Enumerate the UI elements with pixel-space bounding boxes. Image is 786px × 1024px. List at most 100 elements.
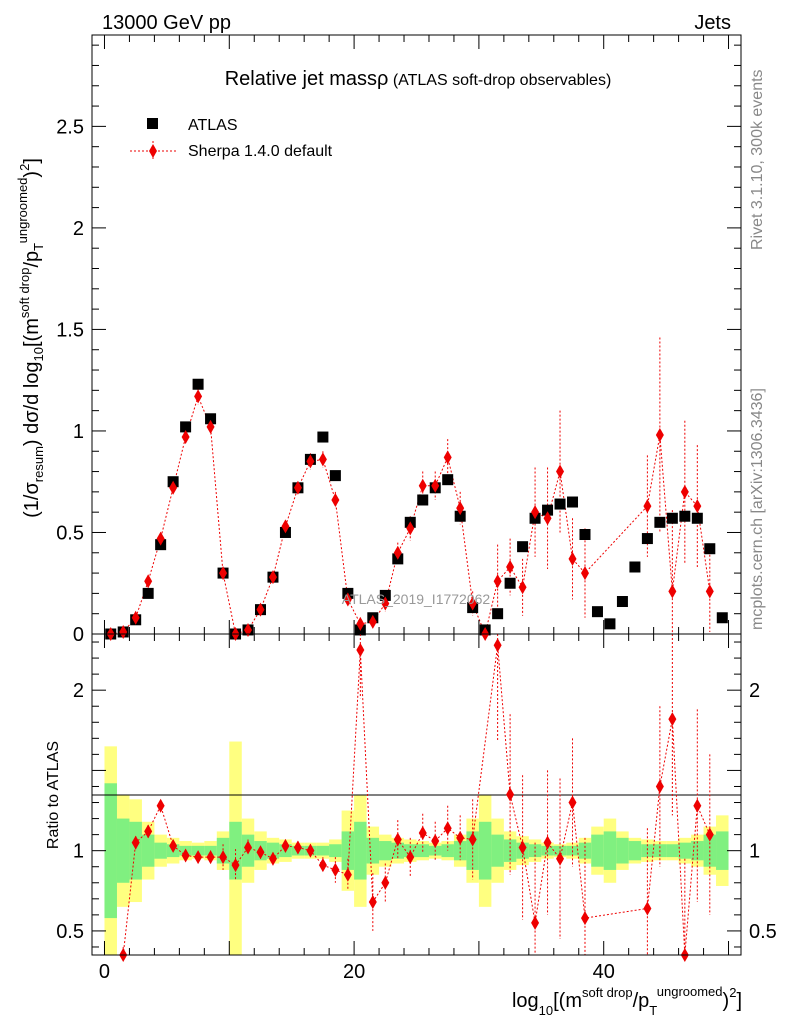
sherpa-point: [194, 389, 203, 404]
ratio-point: [406, 850, 415, 865]
ratio-point: [643, 901, 652, 916]
ratio-point: [443, 821, 452, 836]
atlas-point: [679, 510, 691, 522]
ratio-point: [518, 840, 527, 855]
atlas-point: [379, 589, 391, 601]
ratio-point: [556, 851, 565, 866]
ratio-band-inner: [591, 834, 604, 867]
sherpa-point: [169, 480, 178, 495]
sherpa-point: [456, 501, 465, 516]
ratio-band-inner: [154, 842, 167, 859]
sherpa-point: [343, 592, 352, 607]
ratio-point: [268, 851, 277, 866]
sherpa-point: [531, 505, 540, 520]
ratio-y-ticks: 0.5 0.5 1 1 2 2: [56, 641, 777, 948]
sherpa-point: [156, 531, 165, 546]
atlas-point: [604, 618, 616, 630]
sherpa-point: [580, 566, 589, 581]
ratio-y-tick-label: 2: [73, 680, 84, 702]
sherpa-point: [393, 545, 402, 560]
ratio-point: [506, 787, 515, 802]
ratio-band-inner: [491, 834, 504, 867]
atlas-point: [704, 543, 716, 555]
ratio-x-ticks: 0 20 40: [99, 634, 730, 983]
ratio-point: [493, 638, 502, 653]
ratio-band-inner: [716, 831, 729, 870]
sherpa-point: [268, 570, 277, 585]
main-y-tick-label: 1.5: [56, 319, 84, 341]
ratio-y-axis-label: Ratio to ATLAS: [45, 741, 62, 849]
sherpa-point: [244, 622, 253, 637]
legend-atlas-marker: [147, 118, 158, 129]
header-energy-label: 13000 GeV pp: [102, 12, 231, 34]
ratio-point: [543, 835, 552, 850]
sherpa-point: [468, 596, 477, 611]
main-y-tick-label: 1: [73, 421, 84, 443]
atlas-point: [616, 596, 628, 608]
ratio-band-inner: [104, 783, 117, 919]
atlas-point: [192, 378, 204, 390]
ratio-point: [456, 830, 465, 845]
ratio-band-inner: [391, 842, 405, 859]
ratio-point: [668, 712, 677, 727]
sherpa-point: [705, 584, 714, 599]
ratio-band-inner: [453, 841, 467, 861]
atlas-point: [317, 431, 329, 443]
ratio-band-inner: [329, 844, 342, 858]
sherpa-point: [306, 454, 315, 469]
ratio-band-inner: [603, 831, 617, 870]
main-y-ticks: 0 0.5 1 1.5 2 2.5: [56, 44, 741, 646]
ratio-point: [169, 838, 178, 853]
sherpa-point: [693, 499, 702, 514]
atlas-point: [454, 510, 466, 522]
atlas-point: [567, 496, 579, 508]
ratio-band-inner: [379, 841, 392, 861]
ratio-line: [122, 645, 711, 956]
legend-sherpa-marker: [149, 144, 157, 158]
svg-text:log10[(msoft drop/pTungroomed): log10[(msoft drop/pTungroomed)2]: [512, 984, 742, 1018]
sherpa-point: [506, 559, 515, 574]
ratio-point: [306, 843, 315, 858]
sherpa-point: [655, 428, 664, 443]
ratio-point: [244, 840, 253, 855]
x-tick-label: 20: [343, 961, 365, 983]
ratio-panel: 0.5 0.5 1 1 2 2 0 20 40: [56, 633, 777, 983]
ratio-bands: [104, 741, 729, 955]
atlas-point: [554, 498, 566, 510]
sherpa-point: [431, 478, 440, 493]
analysis-watermark: ATLAS_2019_I1772062: [342, 591, 491, 607]
ratio-y-tick-label-right: 0.5: [749, 921, 777, 943]
ratio-band-inner: [666, 844, 679, 858]
sherpa-point: [256, 602, 265, 617]
ratio-band-inner: [478, 821, 492, 880]
sherpa-point: [181, 430, 190, 445]
ratio-band-inner: [616, 837, 629, 864]
sherpa-point: [281, 519, 290, 534]
atlas-point: [492, 608, 504, 620]
ratio-y-tick-label: 0.5: [56, 921, 84, 943]
atlas-point: [654, 516, 666, 528]
ratio-band-inner: [141, 834, 155, 867]
ratio-band-inner: [266, 842, 280, 859]
sherpa-point: [680, 484, 689, 499]
legend-atlas-label: ATLAS: [188, 117, 238, 134]
sherpa-line: [110, 394, 711, 636]
ratio-point: [219, 850, 228, 865]
rivet-version-label: Rivet 3.1.10, 300k events: [749, 69, 766, 250]
sherpa-point: [219, 566, 228, 581]
main-y-tick-label: 0: [73, 624, 84, 646]
sherpa-point: [406, 521, 415, 536]
atlas-point: [579, 529, 591, 541]
ratio-frame: [91, 633, 742, 956]
atlas-point: [591, 606, 603, 618]
ratio-y-tick-label-right: 1: [749, 841, 760, 863]
sherpa-point: [381, 596, 390, 611]
atlas-point: [716, 612, 728, 624]
ratio-point: [131, 835, 140, 850]
ratio-band-inner: [129, 821, 142, 880]
atlas-point: [142, 587, 154, 599]
atlas-point: [542, 504, 554, 516]
sherpa-point: [643, 499, 652, 514]
atlas-point: [641, 533, 653, 545]
